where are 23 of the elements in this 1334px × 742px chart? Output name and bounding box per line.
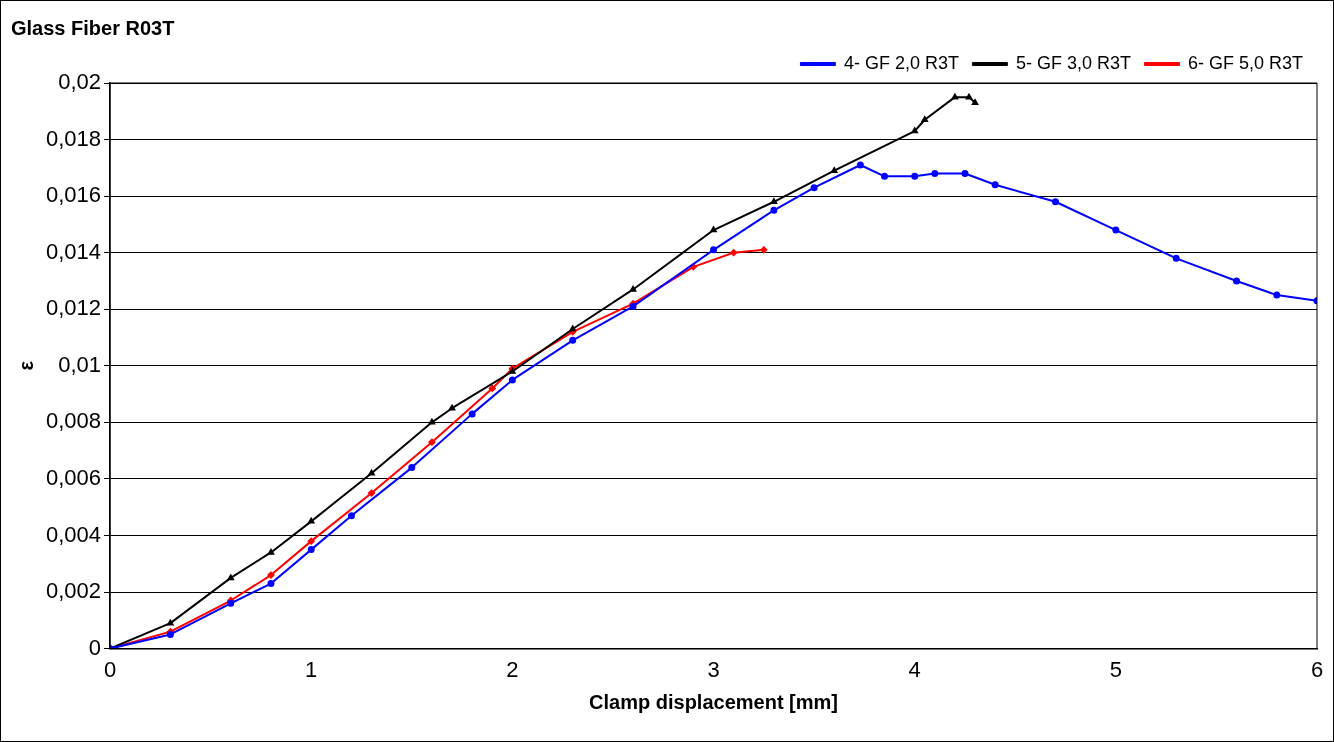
y-tick-label: 0,002 — [45, 578, 102, 604]
x-tick-label: 4 — [908, 656, 921, 682]
x-axis-title: Clamp displacement [mm] — [589, 690, 838, 713]
y-axis-title: ε — [14, 360, 37, 371]
y-tick-label: 0,006 — [45, 464, 102, 490]
x-tick-label: 6 — [1310, 656, 1324, 682]
y-tick-label: 0,02 — [58, 69, 102, 95]
y-tick-label: 0,01 — [58, 351, 102, 377]
y-tick-label: 0,016 — [45, 182, 102, 208]
x-tick-label: 3 — [707, 656, 720, 682]
legend-label: 4- GF 2,0 R3T — [843, 52, 959, 73]
y-tick-label: 0 — [88, 634, 102, 660]
y-tick-label: 0,014 — [45, 238, 102, 264]
y-tick-label: 0,012 — [45, 295, 102, 321]
y-tick-label: 0,018 — [45, 125, 102, 151]
y-tick-label: 0,008 — [45, 408, 102, 434]
legend-label: 6- GF 5,0 R3T — [1187, 52, 1303, 73]
y-tick-label: 0,004 — [45, 521, 102, 547]
chart-title: Glass Fiber R03T — [11, 16, 175, 39]
x-tick-label: 2 — [506, 656, 519, 682]
x-tick-label: 5 — [1109, 656, 1122, 682]
x-tick-label: 1 — [305, 656, 318, 682]
legend-label: 5- GF 3,0 R3T — [1015, 52, 1131, 73]
